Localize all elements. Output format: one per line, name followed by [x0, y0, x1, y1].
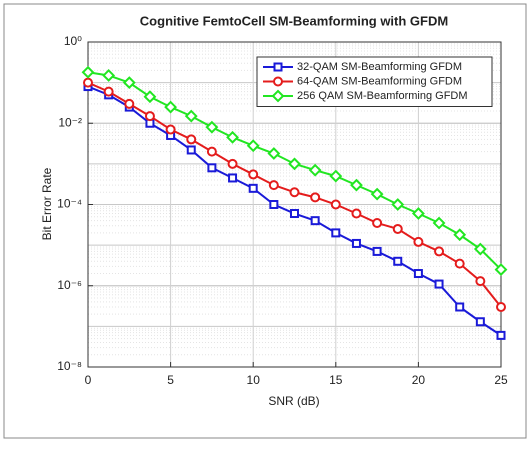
- data-point: [453, 228, 467, 242]
- data-point: [455, 302, 465, 312]
- data-point: [496, 301, 506, 312]
- data-point: [226, 130, 239, 144]
- data-point: [454, 258, 465, 269]
- x-tick-label: 15: [329, 373, 343, 387]
- data-point: [329, 169, 343, 183]
- data-point: [350, 178, 363, 192]
- x-axis-label: SNR (dB): [268, 394, 319, 408]
- data-point: [475, 276, 486, 287]
- data-point: [434, 279, 444, 289]
- data-point: [432, 216, 446, 230]
- data-point: [228, 173, 238, 183]
- data-point: [246, 139, 260, 153]
- data-point: [206, 146, 217, 157]
- data-point: [308, 163, 322, 177]
- data-point: [370, 187, 384, 201]
- data-point: [268, 180, 279, 191]
- data-point: [372, 218, 383, 229]
- data-point: [124, 98, 135, 109]
- data-point: [269, 200, 279, 209]
- data-point: [391, 198, 405, 211]
- data-point: [143, 90, 157, 104]
- data-point: [392, 223, 403, 234]
- data-point: [290, 209, 299, 219]
- data-point: [289, 187, 300, 198]
- x-tick-label: 10: [247, 373, 261, 387]
- y-tick-label: 10⁻²: [58, 115, 82, 129]
- data-point: [494, 263, 508, 276]
- data-point: [411, 207, 425, 220]
- data-point: [165, 124, 176, 135]
- data-point: [103, 86, 114, 97]
- data-point: [102, 69, 116, 82]
- data-point: [83, 77, 93, 88]
- data-point: [351, 238, 361, 248]
- legend-box: [256, 56, 493, 107]
- data-point: [434, 246, 445, 257]
- data-point: [248, 183, 258, 193]
- legend-label: 64-QAM SM-Beamforming GFDM: [297, 75, 462, 87]
- chart-title: Cognitive FemtoCell SM-Beamforming with …: [140, 13, 448, 28]
- data-point: [164, 100, 178, 114]
- legend-marker: [273, 62, 283, 72]
- y-tick-label: 10⁻⁶: [57, 278, 82, 292]
- y-tick-label: 10⁰: [64, 34, 82, 48]
- data-point: [372, 246, 382, 256]
- x-tick-label: 5: [167, 373, 174, 387]
- data-point: [122, 76, 136, 90]
- data-point: [413, 236, 424, 247]
- data-point: [496, 330, 506, 340]
- legend-marker: [271, 89, 285, 103]
- data-point: [351, 208, 362, 219]
- data-point: [184, 109, 198, 123]
- data-point: [207, 163, 217, 173]
- data-point: [186, 134, 197, 145]
- data-point: [310, 192, 321, 203]
- data-point: [475, 317, 485, 327]
- data-point: [331, 228, 341, 238]
- legend-label: 256 QAM SM-Beamforming GFDM: [297, 90, 468, 102]
- legend-label: 32-QAM SM-Beamforming GFDM: [297, 61, 462, 73]
- x-tick-label: 25: [494, 373, 508, 387]
- data-point: [330, 199, 341, 210]
- data-point: [144, 111, 155, 122]
- data-point: [473, 242, 487, 256]
- data-point: [248, 169, 259, 180]
- data-point: [310, 216, 320, 226]
- data-point: [393, 256, 403, 266]
- data-point: [186, 145, 196, 155]
- y-axis-label: Bit Error Rate: [40, 167, 54, 240]
- data-point: [205, 120, 219, 134]
- legend-marker: [273, 76, 283, 87]
- x-tick-label: 20: [412, 373, 426, 387]
- data-point: [267, 147, 281, 160]
- data-point: [413, 269, 423, 279]
- data-point: [81, 65, 95, 79]
- data-point: [227, 158, 238, 169]
- x-tick-label: 0: [85, 373, 92, 387]
- y-tick-label: 10⁻⁸: [57, 359, 82, 373]
- axes-box: [87, 41, 502, 368]
- y-tick-label: 10⁻⁴: [57, 197, 82, 211]
- data-point: [288, 157, 301, 171]
